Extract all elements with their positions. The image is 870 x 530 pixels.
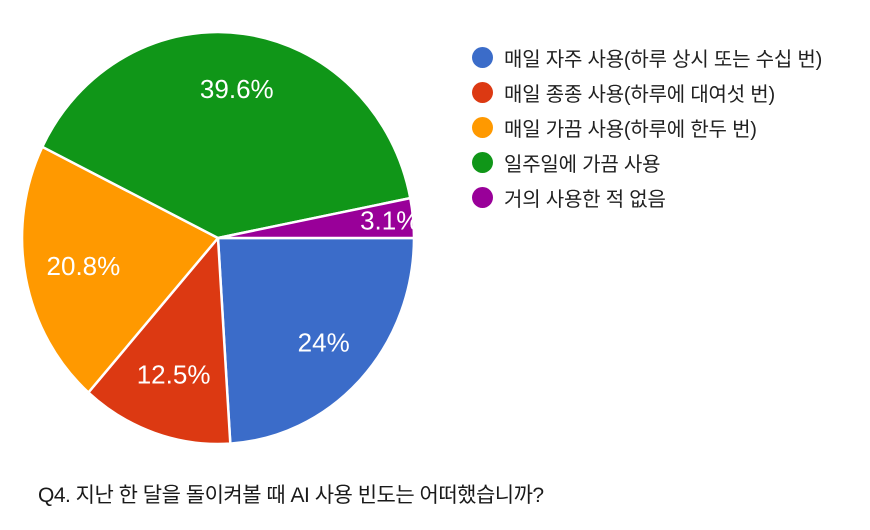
pie-slice-percent-label-1: 24% (298, 327, 350, 357)
pie-slice-percent-label-5: 3.1% (360, 205, 419, 235)
question-caption: Q4. 지난 한 달을 돌이켜볼 때 AI 사용 빈도는 어떠했습니까? (38, 484, 544, 507)
pie-chart: 24% 12.5% 20.8% 39.6% 3.1% (0, 0, 440, 470)
legend-dot-orange (472, 117, 493, 138)
legend-dot-red (472, 82, 493, 103)
chart-legend: 매일 자주 사용(하루 상시 또는 수십 번) 매일 종종 사용(하루에 대여섯… (472, 40, 822, 215)
pie-slice-percent-label-3: 20.8% (47, 251, 121, 281)
pie-slice-percent-label-4: 39.6% (200, 74, 274, 104)
pie-chart-svg: 24% 12.5% 20.8% 39.6% 3.1% (20, 30, 419, 446)
pie-slice-percent-label-2: 12.5% (137, 359, 211, 389)
legend-dot-blue (472, 47, 493, 68)
pie-slice-4[interactable] (41, 30, 412, 240)
pie-slice-1[interactable] (216, 236, 416, 445)
legend-item-weekly-occasional: 일주일에 가끔 사용 (472, 145, 822, 180)
legend-item-almost-never: 거의 사용한 적 없음 (472, 180, 822, 215)
pie-slice-3[interactable] (20, 145, 220, 394)
legend-item-daily-often: 매일 종종 사용(하루에 대여섯 번) (472, 75, 822, 110)
legend-item-label: 일주일에 가끔 사용 (504, 154, 661, 176)
pie-slice-5[interactable] (216, 196, 416, 240)
legend-item-label: 매일 가끔 사용(하루에 한두 번) (504, 119, 757, 141)
legend-item-label: 거의 사용한 적 없음 (504, 189, 666, 211)
legend-dot-green (472, 152, 493, 173)
legend-dot-purple (472, 187, 493, 208)
legend-item-label: 매일 종종 사용(하루에 대여섯 번) (504, 84, 775, 106)
legend-item-daily-occasional: 매일 가끔 사용(하루에 한두 번) (472, 110, 822, 145)
pie-slice-2[interactable] (87, 236, 232, 446)
legend-item-label: 매일 자주 사용(하루 상시 또는 수십 번) (504, 49, 823, 71)
legend-item-daily-frequent: 매일 자주 사용(하루 상시 또는 수십 번) (472, 40, 822, 75)
